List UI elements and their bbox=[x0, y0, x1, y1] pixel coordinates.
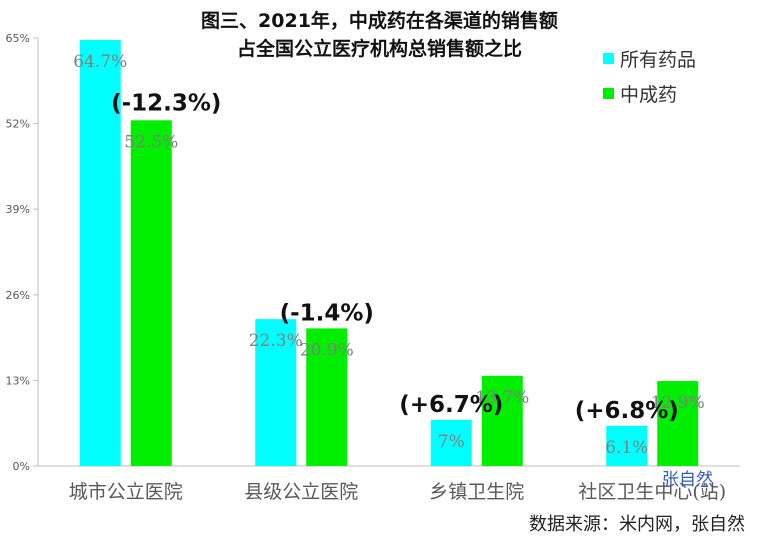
bar bbox=[255, 319, 297, 466]
data-source-note: 数据来源：米内网，张自然 bbox=[529, 514, 745, 535]
bar-value-label: 7% bbox=[438, 432, 465, 452]
legend-label-series2: 中成药 bbox=[620, 84, 678, 106]
chart-title-line2: 占全国公立医疗机构总销售额之比 bbox=[236, 38, 522, 60]
legend-swatch-series1 bbox=[603, 53, 614, 64]
bar bbox=[606, 425, 648, 466]
y-tick-label: 26% bbox=[6, 289, 30, 302]
legend-item-series2: 中成药 bbox=[603, 80, 677, 107]
x-category-label: 城市公立医院 bbox=[69, 481, 183, 503]
growth-annotation: (+6.8%) bbox=[575, 398, 679, 424]
growth-annotation: (-12.3%) bbox=[111, 90, 221, 116]
bar bbox=[306, 328, 348, 466]
x-category-label: 社区卫生中心(站) bbox=[578, 481, 726, 503]
y-tick-label: 65% bbox=[6, 32, 30, 45]
bar-value-label: 64.7% bbox=[73, 52, 127, 72]
bar-value-label: 52.5% bbox=[124, 132, 178, 152]
chart-title-line1: 图三、2021年，中成药在各渠道的销售额 bbox=[201, 10, 558, 32]
watermark-text: 张自然 bbox=[662, 470, 713, 490]
x-category-label: 乡镇卫生院 bbox=[429, 481, 524, 503]
bar-value-label: 13.7% bbox=[475, 388, 529, 408]
y-tick-label: 39% bbox=[6, 203, 30, 216]
y-tick-label: 0% bbox=[13, 460, 30, 473]
legend-item-series1: 所有药品 bbox=[603, 45, 696, 72]
bar bbox=[130, 120, 172, 467]
growth-annotation: (-1.4%) bbox=[280, 300, 374, 326]
bar-value-label: 22.3% bbox=[249, 331, 303, 351]
bar-value-label: 6.1% bbox=[605, 438, 648, 458]
y-tick-label: 13% bbox=[6, 374, 30, 387]
x-category-label: 县级公立医院 bbox=[244, 481, 358, 503]
legend-swatch-series2 bbox=[603, 88, 614, 99]
legend-label-series1: 所有药品 bbox=[620, 49, 697, 71]
y-tick-label: 52% bbox=[6, 118, 30, 131]
bar-value-label: 12.9% bbox=[651, 393, 705, 413]
bar bbox=[79, 39, 121, 467]
bar bbox=[481, 375, 523, 466]
bar bbox=[430, 419, 472, 466]
bar bbox=[657, 381, 699, 466]
bar-value-label: 20.9% bbox=[300, 340, 354, 360]
growth-annotation: (+6.7%) bbox=[399, 392, 503, 418]
